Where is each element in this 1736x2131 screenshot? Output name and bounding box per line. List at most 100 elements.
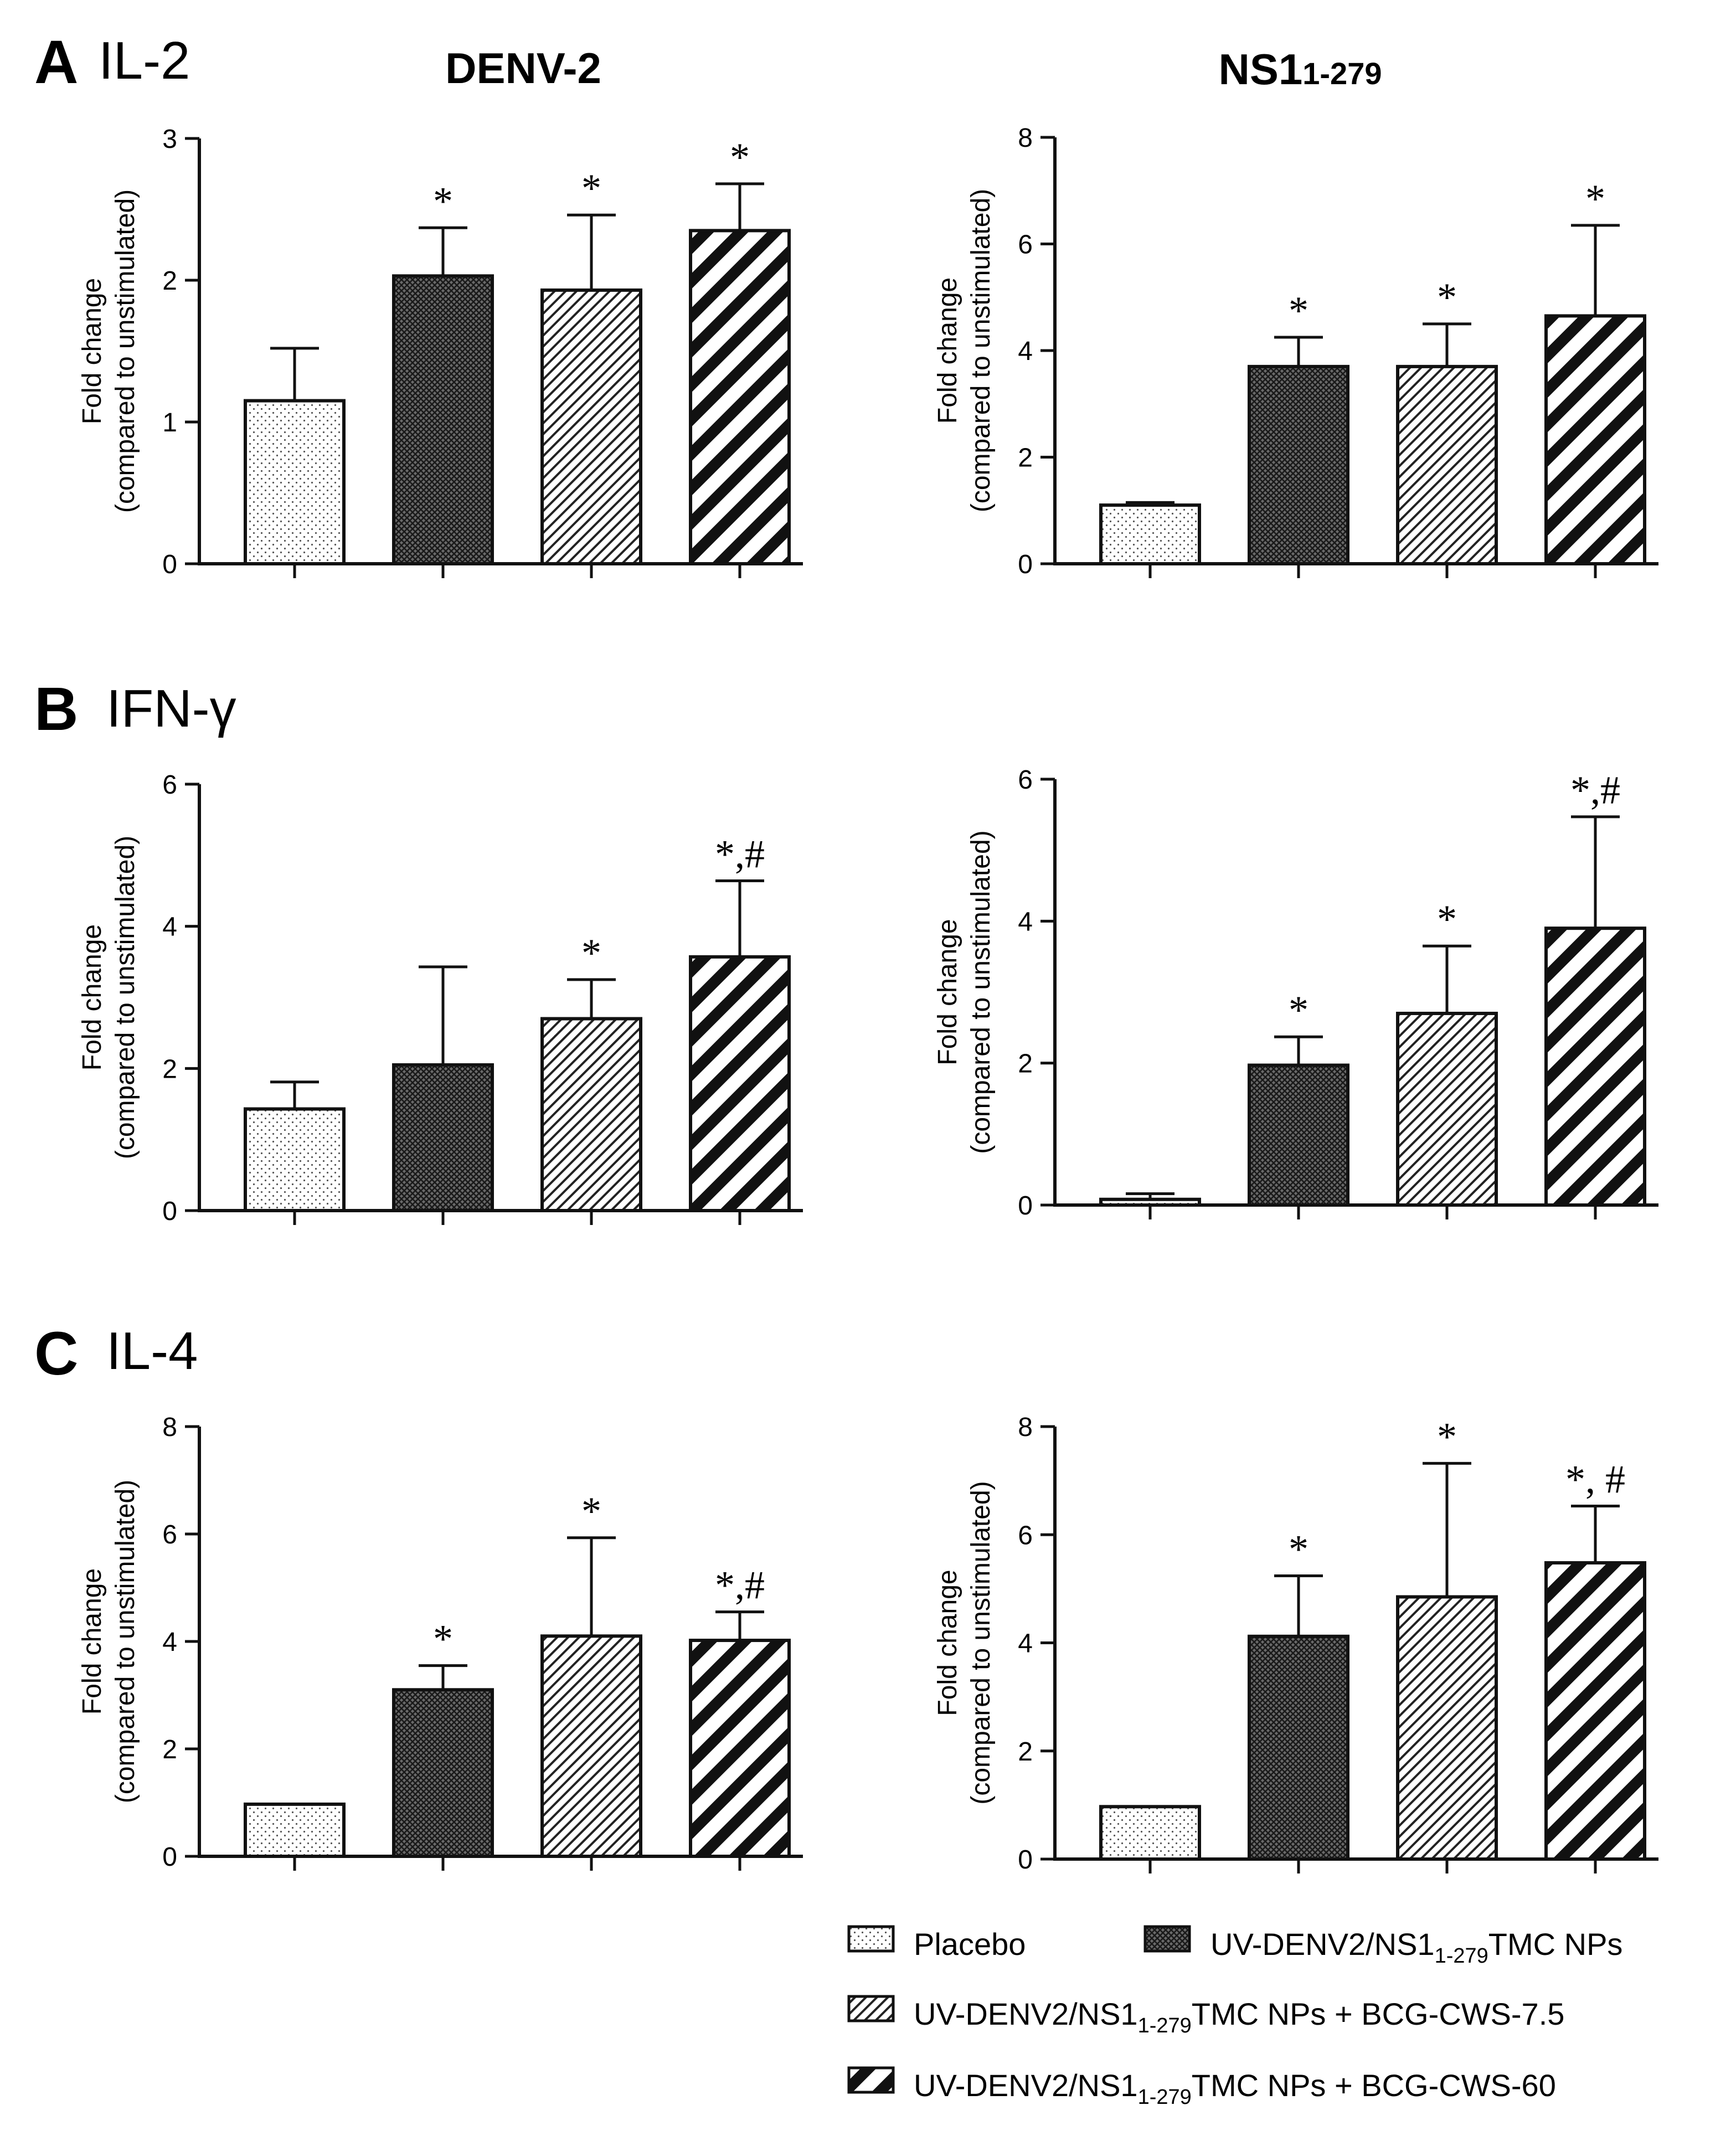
chart-2: 0 2 4 6 8 Fold change (compared to unstimulate… <box>933 123 1658 579</box>
y-tick-label: 2 <box>1018 1049 1033 1079</box>
column-title-denv2: DENV-2 <box>445 44 601 92</box>
significance-label: * <box>1289 1527 1309 1571</box>
legend-swatch <box>847 1995 895 2022</box>
bar <box>1544 314 1646 565</box>
bar <box>1099 503 1201 565</box>
y-tick-label: 2 <box>162 1735 177 1764</box>
legend-label: Placebo <box>914 1927 1026 1962</box>
y-tick-label: 4 <box>162 1628 177 1657</box>
y-tick-label: 6 <box>1018 1521 1033 1550</box>
y-tick-label: 6 <box>162 1520 177 1550</box>
y-tick-label: 0 <box>162 1842 177 1872</box>
y-tick-label: 2 <box>162 1054 177 1084</box>
significance-label: * <box>581 931 601 975</box>
y-axis-label-line2: (compared to unstimulated) <box>111 1480 140 1803</box>
legend-label-main: Placebo <box>914 1927 1026 1962</box>
significance-label: *,# <box>715 1563 765 1608</box>
significance-label: * <box>433 179 453 223</box>
bar <box>392 1063 494 1212</box>
chart-6: 0 2 4 6 8 Fold change (compared to unstimulate… <box>933 1413 1658 1875</box>
column-title-ns1-sub: 1-279 <box>1302 56 1382 91</box>
significance-label: * <box>1289 988 1309 1032</box>
panel-letter-c: C <box>34 1320 78 1388</box>
significance-label: * <box>581 166 601 210</box>
bar <box>1248 364 1349 565</box>
y-tick-label: 8 <box>1018 1413 1033 1442</box>
bar <box>1099 1805 1201 1861</box>
legend-item: UV-DENV2/NS11-279TMC NPs + BCG-CWS-60 <box>847 2066 1556 2109</box>
panel-name-b: IFN-γ <box>106 679 236 738</box>
legend-label-subscript: 1-279 <box>1435 1944 1488 1968</box>
y-tick-label: 6 <box>1018 765 1033 795</box>
column-title-ns1: NS11-279 <box>1219 45 1382 94</box>
panel-letter-b: B <box>34 675 78 743</box>
legend-item: UV-DENV2/NS11-279TMC NPs <box>1143 1925 1622 1968</box>
bar <box>689 229 791 565</box>
legend-label: UV-DENV2/NS11-279TMC NPs <box>1210 1927 1622 1968</box>
chart-3: 0 2 4 6 Fold change (compared to unstimulated… <box>78 770 803 1226</box>
y-axis-label-line2: (compared to unstimulated) <box>111 836 140 1159</box>
chart-5: 0 2 4 6 8 Fold change (compared to unstimulate… <box>78 1413 803 1872</box>
bar <box>244 399 346 565</box>
column-title-ns1-main: NS1 <box>1219 45 1303 94</box>
bar <box>1544 1561 1646 1861</box>
legend-label-main: UV-DENV2/NS1 <box>1210 1927 1435 1962</box>
legend-swatch <box>847 2066 895 2094</box>
y-tick-label: 6 <box>1018 230 1033 260</box>
significance-label: *,# <box>715 832 765 877</box>
significance-label: * <box>581 1489 601 1533</box>
legend-item: UV-DENV2/NS11-279TMC NPs + BCG-CWS-7.5 <box>847 1995 1564 2037</box>
bar <box>1544 926 1646 1207</box>
panel-name-c: IL-4 <box>106 1321 198 1381</box>
y-tick-label: 4 <box>1018 337 1033 366</box>
bar <box>1396 1011 1498 1207</box>
significance-label: * <box>1437 897 1457 941</box>
legend-label-subscript: 1-279 <box>1138 2014 1192 2037</box>
y-axis-label-line2: (compared to unstimulated) <box>966 189 996 512</box>
bar <box>1248 1634 1349 1861</box>
legend-label-rest: TMC NPs + BCG-CWS-7.5 <box>1192 1996 1565 2031</box>
bar <box>689 1639 791 1859</box>
bar <box>540 1017 642 1212</box>
bar <box>689 955 791 1212</box>
bar <box>540 288 642 565</box>
significance-label: * <box>1437 1414 1457 1459</box>
bar <box>1396 1595 1498 1861</box>
bar <box>1099 1197 1201 1207</box>
significance-label: * <box>730 135 750 179</box>
legend-swatch <box>847 1925 895 1953</box>
y-tick-label: 1 <box>162 408 177 437</box>
y-tick-label: 3 <box>162 125 177 154</box>
bar <box>392 274 494 565</box>
y-tick-label: 4 <box>1018 907 1033 936</box>
y-tick-label: 4 <box>1018 1629 1033 1659</box>
y-tick-label: 0 <box>1018 1845 1033 1875</box>
y-axis-label-line1: Fold change <box>78 924 107 1070</box>
bar <box>1396 364 1498 565</box>
y-axis-label-line1: Fold change <box>78 278 107 424</box>
significance-label: * <box>1289 289 1309 333</box>
legend-label-main: UV-DENV2/NS1 <box>914 2068 1138 2103</box>
bar <box>392 1688 494 1859</box>
legend-label: UV-DENV2/NS11-279TMC NPs + BCG-CWS-7.5 <box>914 1996 1564 2037</box>
legend-label-rest: TMC NPs + BCG-CWS-60 <box>1192 2068 1556 2103</box>
legend-label-subscript: 1-279 <box>1138 2086 1192 2109</box>
bar <box>244 1107 346 1212</box>
y-tick-label: 2 <box>1018 444 1033 473</box>
y-axis-label-line2: (compared to unstimulated) <box>966 1481 996 1804</box>
bar <box>244 1802 346 1858</box>
y-tick-label: 0 <box>1018 550 1033 579</box>
bar <box>1248 1063 1349 1207</box>
legend-item: Placebo <box>847 1925 1026 1962</box>
legend-label: UV-DENV2/NS11-279TMC NPs + BCG-CWS-60 <box>914 2068 1556 2109</box>
legend-swatch <box>1143 1925 1191 1953</box>
significance-label: *,# <box>1570 768 1620 812</box>
y-axis-label-line1: Fold change <box>933 1569 962 1716</box>
significance-label: * <box>1437 275 1457 320</box>
y-tick-label: 2 <box>162 266 177 296</box>
y-tick-label: 0 <box>162 1197 177 1226</box>
panel-letter-a: A <box>34 28 78 96</box>
y-axis-label-line1: Fold change <box>933 277 962 424</box>
chart-1: 0 1 2 3 Fold change (compared to unstimulated… <box>78 125 803 579</box>
